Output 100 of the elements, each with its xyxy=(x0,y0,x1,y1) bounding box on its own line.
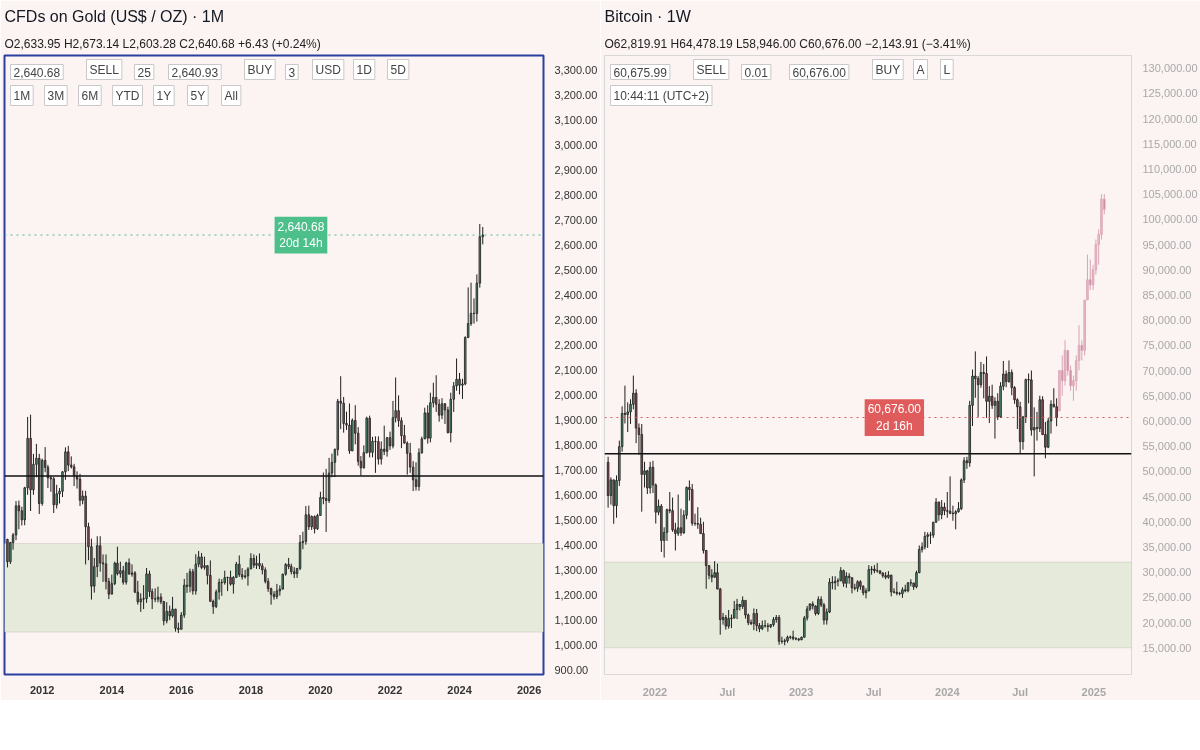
y-tick-label: 110,000.00 xyxy=(1142,162,1197,175)
y-tick-label: 1,100.00 xyxy=(554,613,598,626)
y-tick-label: 30,000.00 xyxy=(1142,566,1192,579)
y-tick-label: 105,000.00 xyxy=(1142,188,1198,201)
y-tick-label: 125,000.00 xyxy=(1142,87,1198,100)
y-tick-label: 95,000.00 xyxy=(1142,238,1192,251)
y-tick-label: 20,000.00 xyxy=(1142,616,1192,629)
candlestick xyxy=(6,538,9,568)
y-tick-label: 90,000.00 xyxy=(1142,263,1192,276)
annotation: 3M xyxy=(47,88,65,103)
candlestick xyxy=(220,578,223,597)
candlestick xyxy=(440,397,444,420)
y-tick-label: 3,000.00 xyxy=(554,139,598,152)
x-tick-label: 2020 xyxy=(308,683,333,696)
candlestick xyxy=(458,372,461,395)
x-tick-label: 2025 xyxy=(1081,685,1107,698)
annotation: 0.01 xyxy=(744,65,769,80)
y-tick-label: 2,300.00 xyxy=(554,314,598,327)
ref-line-label: 2,640.68 20d 14h xyxy=(277,219,325,251)
y-tick-label: 2,400.00 xyxy=(554,289,598,302)
x-tick-label: Jul xyxy=(1012,685,1029,698)
x-tick-label: Jul xyxy=(865,685,882,698)
annotation: BUY xyxy=(875,62,901,77)
y-tick-label: 1,800.00 xyxy=(554,438,598,451)
ref-line-label: 60,676.00 2d 16h xyxy=(867,402,922,433)
y-tick-label: 1,300.00 xyxy=(554,563,598,576)
y-tick-label: 25,000.00 xyxy=(1142,591,1192,604)
y-tick-label: 35,000.00 xyxy=(1142,540,1192,553)
x-tick-label: 2014 xyxy=(99,683,125,696)
y-tick-label: 1,000.00 xyxy=(554,638,598,651)
annotation: 60,675.99 xyxy=(613,65,668,80)
annotation: 2,640.68 xyxy=(13,65,61,80)
y-tick-label: 65,000.00 xyxy=(1142,389,1192,402)
x-tick-label: 2026 xyxy=(516,683,542,696)
y-tick-label: 2,600.00 xyxy=(554,239,598,252)
candlestick xyxy=(226,576,229,592)
annotation: 2,640.93 xyxy=(171,65,219,80)
y-tick-label: 40,000.00 xyxy=(1142,515,1192,528)
y-tick-label: 2,800.00 xyxy=(554,189,598,202)
x-tick-label: 2018 xyxy=(238,683,264,696)
y-tick-label: 120,000.00 xyxy=(1142,112,1198,125)
annotation: SELL xyxy=(696,62,727,77)
x-tick-label: 2023 xyxy=(788,685,814,698)
annotation: 10:44:11 (UTC+2) xyxy=(613,88,709,103)
x-tick-label: 2024 xyxy=(935,685,961,698)
annotation: All xyxy=(224,88,238,103)
y-tick-label: 3,300.00 xyxy=(554,64,598,77)
annotation: A xyxy=(916,62,925,77)
y-tick-label: 2,500.00 xyxy=(554,264,598,277)
annotation: 60,676.00 xyxy=(792,65,847,80)
y-tick-label: 45,000.00 xyxy=(1142,490,1192,503)
chart-subtitle: O2,633.95 H2,673.14 L2,603.28 C2,640.68 +6.43 (+0.24%) xyxy=(4,36,321,51)
y-tick-label: 1,600.00 xyxy=(554,488,598,501)
annotation: USD xyxy=(315,62,342,77)
x-tick-label: 2022 xyxy=(377,683,403,696)
candlestick xyxy=(696,506,700,530)
x-tick-label: 2012 xyxy=(29,683,55,696)
y-tick-label: 3,200.00 xyxy=(554,89,598,102)
candlestick xyxy=(383,425,386,456)
x-tick-label: 2024 xyxy=(447,683,473,696)
annotation: 5Y xyxy=(190,88,206,103)
x-tick-label: Jul xyxy=(719,685,736,698)
x-tick-label: 2016 xyxy=(169,683,194,696)
y-tick-label: 75,000.00 xyxy=(1142,339,1192,352)
annotation: 1Y xyxy=(156,88,172,103)
y-tick-label: 1,400.00 xyxy=(554,538,598,551)
y-tick-label: 2,000.00 xyxy=(554,388,598,401)
y-tick-label: 2,900.00 xyxy=(554,164,598,177)
candlestick xyxy=(124,561,128,586)
y-tick-label: 85,000.00 xyxy=(1142,288,1192,301)
candlestick xyxy=(744,599,747,620)
y-tick-label: 115,000.00 xyxy=(1142,137,1197,150)
y-tick-label: 2,200.00 xyxy=(554,339,598,352)
y-tick-label: 130,000.00 xyxy=(1142,62,1198,75)
candlestick xyxy=(238,554,241,578)
candlestick xyxy=(1055,397,1058,427)
y-tick-label: 2,100.00 xyxy=(554,363,598,376)
annotation: 1D xyxy=(356,62,373,77)
annotation: 6M xyxy=(81,88,99,103)
y-tick-label: 70,000.00 xyxy=(1142,364,1192,377)
chart-title: Bitcoin · 1W xyxy=(604,7,692,25)
annotation: L xyxy=(943,62,951,77)
y-tick-label: 2,700.00 xyxy=(554,214,598,227)
chart-subtitle: O62,819.91 H64,478.19 L58,946.00 C60,676.00 −2,143.91 (−3.41%) xyxy=(604,36,971,51)
chart-title: CFDs on Gold (US$ / OZ) · 1M xyxy=(4,7,225,25)
annotation: SELL xyxy=(89,62,120,77)
y-tick-label: 80,000.00 xyxy=(1142,314,1192,327)
annotation: YTD xyxy=(115,88,140,103)
y-tick-label: 60,000.00 xyxy=(1142,414,1192,427)
annotation: BUY xyxy=(247,62,273,77)
y-tick-label: 1,500.00 xyxy=(554,513,598,526)
y-tick-label: 1,200.00 xyxy=(554,588,598,601)
candlestick xyxy=(122,565,125,586)
candlestick xyxy=(275,583,279,600)
y-tick-label: 15,000.00 xyxy=(1142,641,1192,654)
candlestick xyxy=(937,501,941,522)
y-tick-label: 50,000.00 xyxy=(1142,465,1192,478)
annotation: 25 xyxy=(137,65,152,80)
annotation: 1M xyxy=(13,88,31,103)
annotation: 3 xyxy=(288,65,296,80)
